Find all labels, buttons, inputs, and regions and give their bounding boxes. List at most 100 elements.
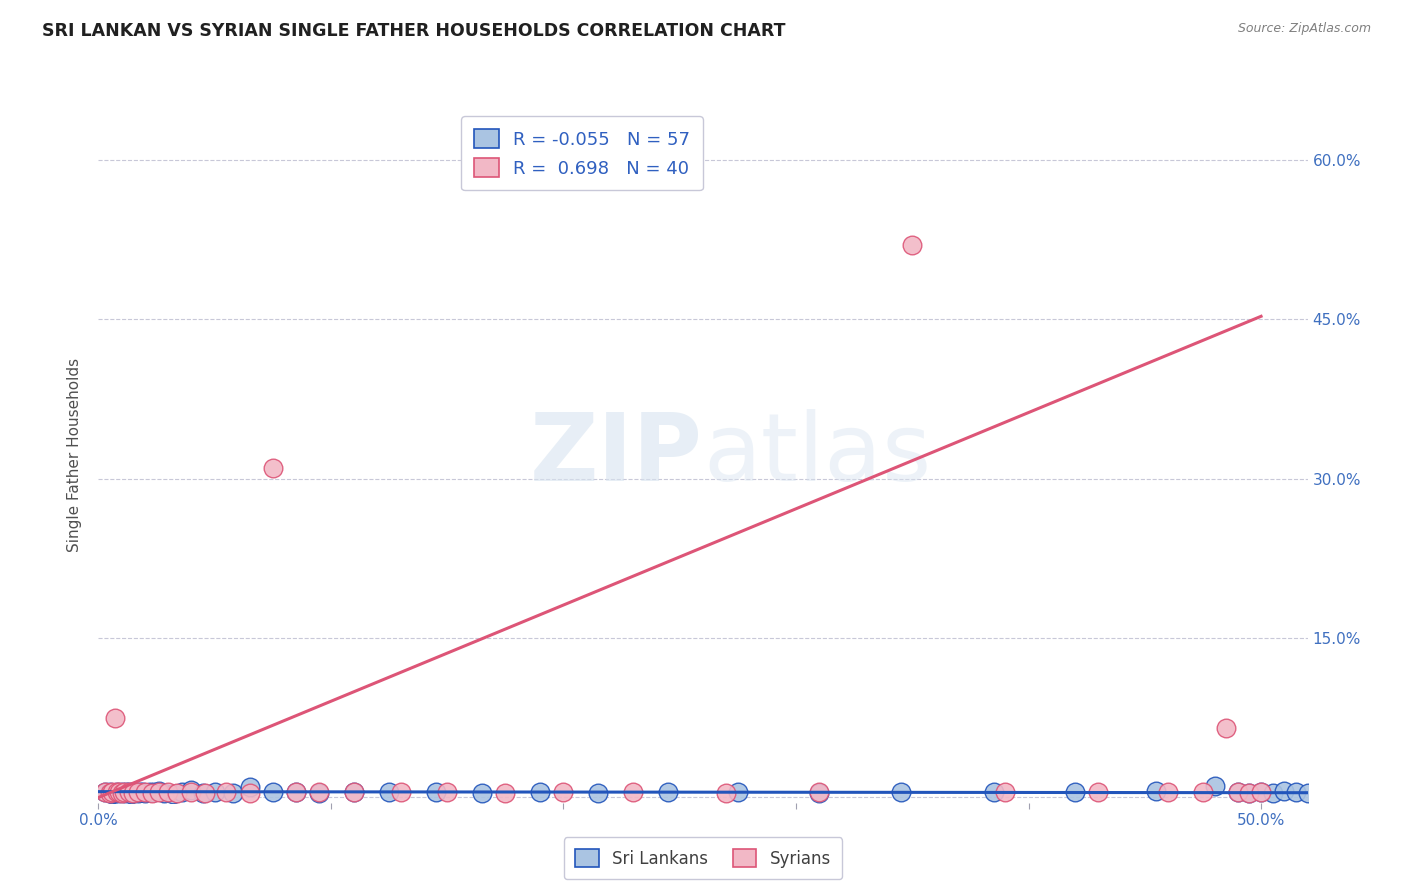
Point: [425, 785, 447, 799]
Point: [204, 785, 226, 799]
Point: [141, 786, 163, 800]
Point: [124, 785, 146, 799]
Point: [143, 785, 166, 799]
Point: [262, 785, 284, 799]
Point: [285, 785, 308, 799]
Point: [436, 785, 458, 799]
Point: [994, 785, 1017, 799]
Point: [1331, 785, 1354, 799]
Point: [285, 785, 308, 799]
Point: [716, 786, 738, 800]
Point: [262, 461, 284, 475]
Point: [389, 785, 412, 799]
Point: [1226, 785, 1249, 799]
Point: [162, 787, 184, 801]
Point: [127, 785, 149, 799]
Legend: Sri Lankans, Syrians: Sri Lankans, Syrians: [564, 838, 842, 880]
Point: [134, 786, 156, 800]
Point: [120, 787, 142, 801]
Point: [138, 785, 160, 799]
Point: [105, 785, 128, 799]
Point: [983, 785, 1005, 799]
Point: [553, 785, 575, 799]
Point: [1087, 785, 1109, 799]
Text: ZIP: ZIP: [530, 409, 703, 501]
Point: [101, 787, 124, 801]
Point: [239, 786, 262, 800]
Point: [94, 785, 117, 799]
Point: [134, 785, 156, 799]
Point: [215, 785, 238, 799]
Point: [1354, 786, 1376, 800]
Point: [122, 785, 145, 799]
Point: [1215, 722, 1237, 736]
Point: [901, 238, 924, 252]
Point: [111, 785, 134, 799]
Point: [343, 785, 366, 799]
Point: [1343, 784, 1365, 798]
Point: [112, 786, 135, 800]
Point: [131, 785, 153, 799]
Point: [657, 785, 679, 799]
Point: [1146, 784, 1168, 798]
Point: [1285, 785, 1308, 799]
Point: [343, 785, 366, 799]
Text: atlas: atlas: [703, 409, 931, 501]
Point: [890, 785, 912, 799]
Point: [588, 786, 610, 800]
Point: [94, 785, 117, 799]
Point: [108, 786, 131, 800]
Point: [1250, 785, 1272, 799]
Point: [111, 786, 134, 800]
Point: [808, 785, 831, 799]
Point: [115, 785, 138, 799]
Y-axis label: Single Father Households: Single Father Households: [67, 358, 83, 552]
Point: [98, 786, 121, 800]
Point: [239, 780, 262, 794]
Point: [152, 786, 174, 800]
Point: [222, 786, 245, 800]
Point: [180, 783, 202, 797]
Point: [727, 785, 749, 799]
Point: [621, 785, 644, 799]
Point: [1239, 786, 1261, 800]
Point: [112, 785, 135, 799]
Point: [1296, 786, 1319, 800]
Point: [378, 785, 401, 799]
Point: [118, 785, 141, 799]
Point: [494, 786, 516, 800]
Point: [1239, 786, 1261, 800]
Point: [148, 784, 170, 798]
Point: [166, 786, 188, 800]
Point: [172, 785, 194, 799]
Point: [1064, 785, 1087, 799]
Point: [191, 786, 214, 800]
Point: [1261, 786, 1284, 800]
Point: [808, 786, 831, 800]
Point: [1204, 779, 1226, 793]
Point: [1320, 786, 1343, 800]
Point: [157, 785, 180, 799]
Point: [101, 785, 124, 799]
Point: [1308, 785, 1330, 799]
Point: [98, 785, 121, 799]
Text: SRI LANKAN VS SYRIAN SINGLE FATHER HOUSEHOLDS CORRELATION CHART: SRI LANKAN VS SYRIAN SINGLE FATHER HOUSE…: [42, 22, 786, 40]
Point: [1272, 784, 1295, 798]
Point: [1157, 785, 1180, 799]
Text: Source: ZipAtlas.com: Source: ZipAtlas.com: [1237, 22, 1371, 36]
Point: [129, 785, 152, 799]
Point: [180, 785, 202, 799]
Point: [308, 786, 330, 800]
Point: [108, 785, 131, 799]
Point: [122, 786, 145, 800]
Point: [1226, 785, 1249, 799]
Point: [127, 786, 149, 800]
Point: [529, 785, 551, 799]
Point: [308, 785, 330, 799]
Point: [1192, 785, 1215, 799]
Point: [471, 786, 494, 800]
Point: [104, 786, 127, 800]
Point: [105, 785, 128, 799]
Point: [1250, 785, 1272, 799]
Point: [194, 786, 217, 800]
